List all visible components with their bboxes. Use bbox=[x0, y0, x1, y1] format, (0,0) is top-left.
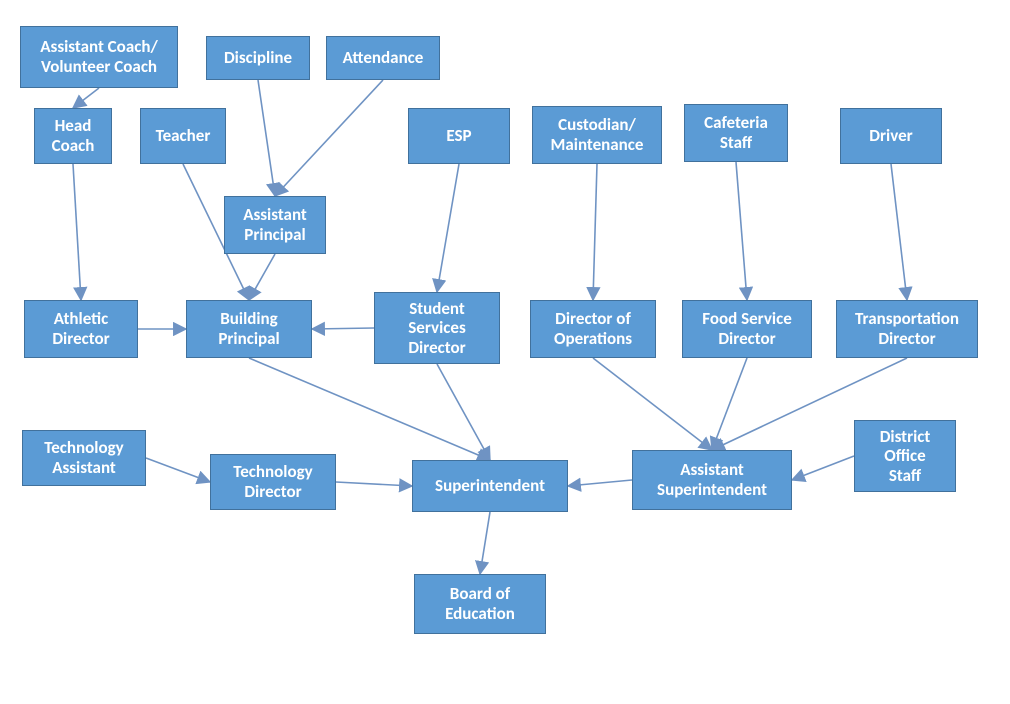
node-label: Driver bbox=[869, 126, 912, 146]
node-tech-assist: TechnologyAssistant bbox=[22, 430, 146, 486]
node-assist-coach: Assistant Coach/Volunteer Coach bbox=[20, 26, 178, 88]
node-student-svc: StudentServicesDirector bbox=[374, 292, 500, 364]
node-assist-super: AssistantSuperintendent bbox=[632, 450, 792, 510]
node-head-coach: HeadCoach bbox=[34, 108, 112, 164]
node-label: Director ofOperations bbox=[554, 309, 632, 348]
edge-assist-super-to-superintendent bbox=[568, 480, 632, 486]
node-label: HeadCoach bbox=[52, 116, 95, 155]
node-cafeteria: CafeteriaStaff bbox=[684, 104, 788, 162]
node-board: Board ofEducation bbox=[414, 574, 546, 634]
node-transport: TransportationDirector bbox=[836, 300, 978, 358]
node-label: Teacher bbox=[156, 126, 211, 146]
node-discipline: Discipline bbox=[206, 36, 310, 80]
node-attendance: Attendance bbox=[326, 36, 440, 80]
node-label: AssistantPrincipal bbox=[243, 205, 307, 244]
node-label: BuildingPrincipal bbox=[218, 309, 279, 348]
edge-driver-to-transport bbox=[891, 164, 907, 300]
edge-superintendent-to-board bbox=[480, 512, 490, 574]
node-label: Food ServiceDirector bbox=[702, 309, 792, 348]
edge-cafeteria-to-food-svc bbox=[736, 162, 747, 300]
edge-head-coach-to-athletic-dir bbox=[73, 164, 81, 300]
node-label: Board ofEducation bbox=[445, 584, 515, 623]
edge-dir-ops-to-assist-super bbox=[593, 358, 712, 450]
edge-assist-prin-to-building-prin bbox=[249, 254, 275, 300]
node-label: Assistant Coach/Volunteer Coach bbox=[40, 37, 158, 76]
node-district-staff: DistrictOfficeStaff bbox=[854, 420, 956, 492]
node-label: StudentServicesDirector bbox=[408, 299, 465, 358]
node-label: TechnologyAssistant bbox=[44, 438, 123, 477]
org-chart-canvas: Assistant Coach/Volunteer Coach Disciplin… bbox=[0, 0, 1010, 704]
node-driver: Driver bbox=[840, 108, 942, 164]
node-esp: ESP bbox=[408, 108, 510, 164]
node-food-svc: Food ServiceDirector bbox=[682, 300, 812, 358]
edge-attendance-to-assist-prin bbox=[275, 80, 383, 196]
node-label: Superintendent bbox=[435, 476, 545, 496]
node-label: AthleticDirector bbox=[52, 309, 109, 348]
edge-assist-coach-to-head-coach bbox=[73, 88, 99, 108]
node-label: CafeteriaStaff bbox=[704, 113, 768, 152]
node-teacher: Teacher bbox=[140, 108, 226, 164]
node-label: DistrictOfficeStaff bbox=[880, 427, 931, 486]
node-label: Custodian/Maintenance bbox=[551, 115, 644, 154]
node-tech-dir: TechnologyDirector bbox=[210, 454, 336, 510]
node-assist-prin: AssistantPrincipal bbox=[224, 196, 326, 254]
edge-tech-assist-to-tech-dir bbox=[146, 458, 210, 482]
node-label: Discipline bbox=[224, 48, 292, 68]
node-building-prin: BuildingPrincipal bbox=[186, 300, 312, 358]
node-custodian: Custodian/Maintenance bbox=[532, 106, 662, 164]
node-dir-ops: Director ofOperations bbox=[530, 300, 656, 358]
edge-discipline-to-assist-prin bbox=[258, 80, 275, 196]
edge-food-svc-to-assist-super bbox=[712, 358, 747, 450]
edge-building-prin-to-superintendent bbox=[249, 358, 490, 460]
edge-custodian-to-dir-ops bbox=[593, 164, 597, 300]
node-label: Attendance bbox=[343, 48, 424, 68]
edge-student-svc-to-superintendent bbox=[437, 364, 490, 460]
node-label: ESP bbox=[446, 126, 471, 146]
node-label: AssistantSuperintendent bbox=[657, 460, 767, 499]
edge-district-staff-to-assist-super bbox=[792, 456, 854, 480]
node-label: TechnologyDirector bbox=[233, 462, 312, 501]
node-athletic-dir: AthleticDirector bbox=[24, 300, 138, 358]
edge-tech-dir-to-superintendent bbox=[336, 482, 412, 486]
edge-student-svc-to-building-prin bbox=[312, 328, 374, 329]
edge-esp-to-student-svc bbox=[437, 164, 459, 292]
node-label: TransportationDirector bbox=[855, 309, 959, 348]
node-superintendent: Superintendent bbox=[412, 460, 568, 512]
